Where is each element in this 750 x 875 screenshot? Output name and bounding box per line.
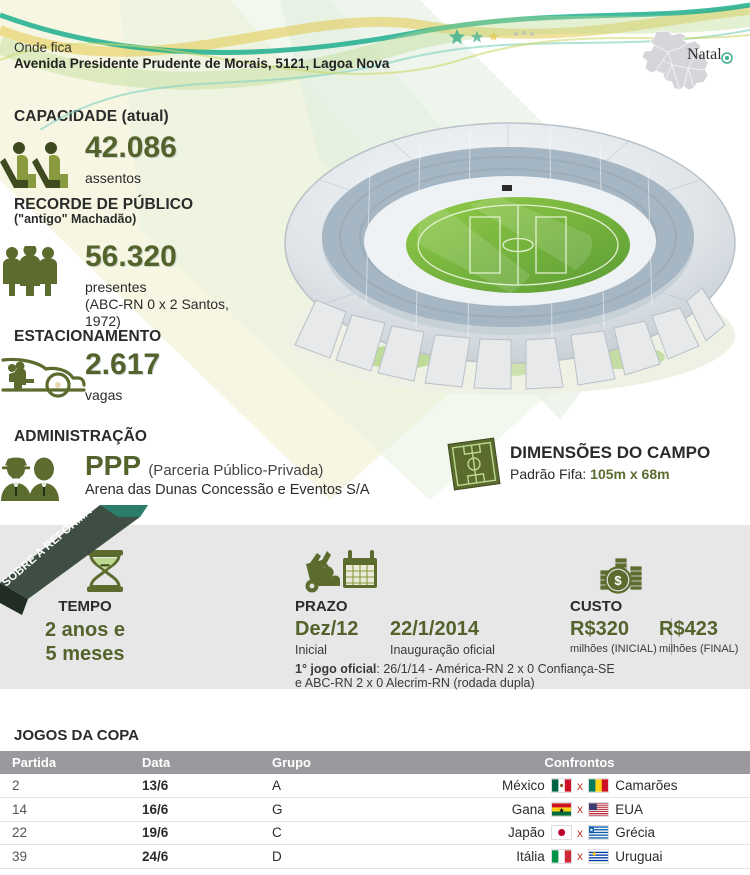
svg-text:$: $ [614,573,622,588]
